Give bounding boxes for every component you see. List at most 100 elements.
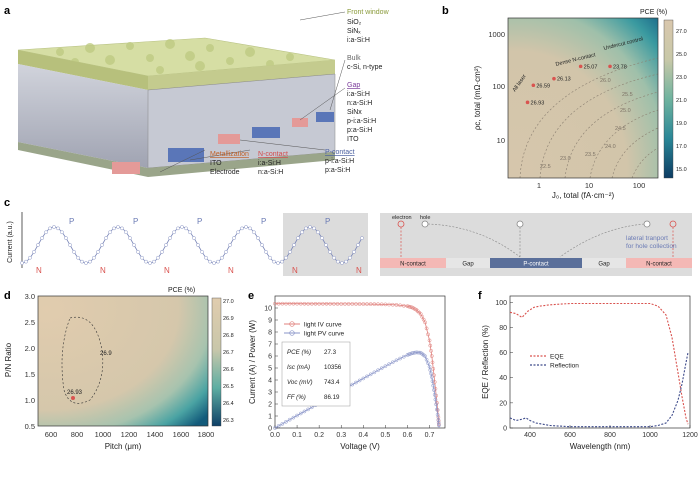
- series-marker: [372, 302, 377, 307]
- series-marker: [421, 317, 426, 322]
- e-y-label: Current (A) / Power (W): [248, 320, 257, 404]
- series-marker: [350, 302, 355, 306]
- y-tick-label: 2: [268, 402, 272, 409]
- gap-line-6: ITO: [347, 136, 359, 143]
- series-marker: [436, 418, 441, 422]
- contour-label: 25.0: [620, 108, 631, 114]
- p-label: P: [197, 217, 202, 226]
- panel-d-heatmap: [38, 296, 208, 426]
- d-contour-label: 26.9: [100, 351, 112, 357]
- series-marker: [317, 301, 322, 306]
- y-tick-label: 6: [268, 354, 272, 361]
- x-tick-label: 400: [524, 432, 536, 439]
- b-colorbar-title: PCE (%): [640, 9, 667, 16]
- wave-marker: [292, 243, 296, 247]
- panel-b-contours: [519, 57, 659, 179]
- bulk-left-face: [18, 64, 148, 168]
- c-bar-label: Gap: [598, 262, 610, 268]
- y-tick-label: 5: [268, 366, 272, 373]
- series-marker: [390, 302, 395, 307]
- panel-c: c Current (a.u.) P P P P P N N N N N N N…: [4, 197, 692, 276]
- d-cbar-tick: 26.8: [223, 333, 234, 339]
- wave-marker: [148, 261, 152, 265]
- d-cbar-tick: 27.0: [223, 299, 234, 305]
- b-colorbar-ticks: 27.0 25.0 23.0 21.0 19.0 17.0 15.0: [676, 29, 687, 173]
- front-window-line-3: i:a-Si:H: [347, 37, 370, 44]
- y-tick-label: 9: [268, 318, 272, 325]
- series-marker: [387, 362, 391, 367]
- series-marker: [354, 302, 358, 306]
- wave-marker: [60, 230, 64, 235]
- series-line: [275, 303, 440, 429]
- series-marker: [298, 301, 303, 306]
- series-marker: [346, 302, 351, 306]
- series-marker: [435, 408, 440, 412]
- wave-marker: [100, 243, 104, 247]
- series-marker: [433, 397, 438, 402]
- series-marker: [320, 301, 325, 306]
- p-contact-line-2: p:a-Si:H: [325, 167, 350, 174]
- x-tick-label: 0.3: [336, 432, 346, 439]
- wave-marker: [232, 236, 236, 240]
- series-marker: [430, 360, 435, 365]
- wave-marker: [72, 250, 76, 254]
- c-bar-n-left: [380, 258, 446, 268]
- series-marker: [354, 380, 358, 385]
- x-tick-label: 0.0: [270, 432, 280, 439]
- x-tick-label: 800: [604, 432, 616, 439]
- e-table-value: 10356: [324, 364, 342, 371]
- d-colorbar-ticks: 27.0 26.9 26.8 26.7 26.6 26.5 26.4 26.3: [223, 299, 234, 424]
- series-marker: [298, 411, 303, 416]
- b-cbar-tick: 27.0: [676, 29, 687, 35]
- y-tick-label: 7: [268, 342, 272, 349]
- wave-marker: [220, 255, 224, 260]
- wave-marker: [272, 259, 276, 264]
- y-tick-label: 0: [503, 426, 507, 433]
- b-data-point: [552, 76, 556, 81]
- f-plot-area: [509, 295, 691, 429]
- wave-marker: [320, 236, 324, 240]
- wave-marker: [160, 250, 164, 254]
- wave-marker: [192, 236, 196, 240]
- wave-marker: [40, 236, 44, 240]
- series-marker: [368, 302, 373, 306]
- wave-marker: [152, 259, 156, 264]
- wave-marker: [216, 259, 220, 264]
- wave-marker: [52, 225, 56, 229]
- wave-marker: [184, 226, 188, 231]
- series-marker: [431, 366, 436, 371]
- b-y-tick: 100: [492, 82, 505, 91]
- series-marker: [426, 332, 430, 337]
- d-x-tick: 1600: [173, 430, 190, 439]
- hole-icon: [421, 220, 429, 228]
- contour-label: 25.5: [622, 92, 633, 98]
- panel-d-letter: d: [4, 290, 11, 302]
- series-marker: [306, 301, 310, 306]
- f-y-label: EQE / Reflection (%): [481, 325, 490, 399]
- d-cbar-tick: 26.4: [223, 401, 234, 407]
- wave-marker: [108, 230, 112, 235]
- series-marker: [306, 407, 310, 412]
- b-x-label: J₀, total (fA·cm⁻²): [552, 191, 615, 200]
- series-marker: [335, 302, 340, 306]
- series-marker: [376, 302, 380, 307]
- wave-marker: [252, 230, 256, 235]
- series-marker: [401, 303, 406, 308]
- x-tick-label: 0.1: [292, 432, 302, 439]
- wave-marker: [256, 236, 260, 240]
- wave-marker: [264, 250, 268, 254]
- series-marker: [428, 343, 433, 348]
- y-tick-label: 1: [268, 414, 272, 421]
- e-table-rows: PCE (%) 27.3 Isc (mA) 10356 Voc (mV) 743…: [287, 349, 342, 401]
- series-marker: [291, 301, 296, 306]
- wave-marker: [44, 230, 48, 235]
- n-label: N: [292, 266, 298, 275]
- series-marker: [435, 412, 440, 417]
- series-marker: [376, 368, 380, 373]
- series-marker: [424, 326, 429, 331]
- n-label: N: [228, 266, 234, 275]
- wave-marker: [196, 243, 200, 247]
- wave-marker: [288, 250, 292, 254]
- series-marker: [423, 354, 427, 359]
